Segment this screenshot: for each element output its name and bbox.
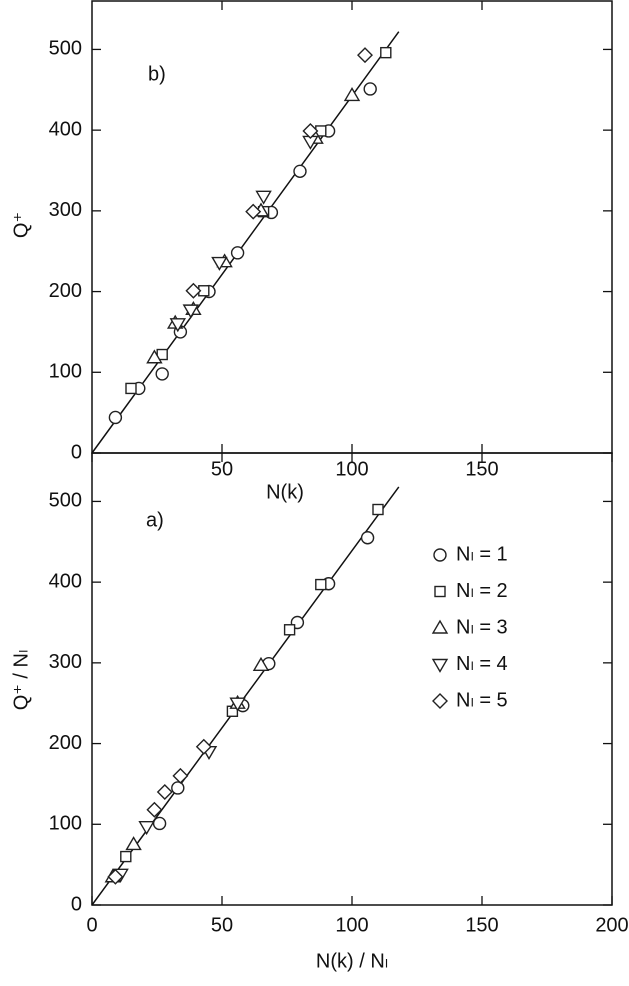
marker-diamond [195,738,212,755]
plot-frame [91,452,613,906]
marker-square [283,624,296,636]
marker-triangle-up [125,836,142,851]
y-axis-label: Q⁺ / Nₗ [10,650,32,711]
marker-triangle-down [138,821,155,836]
y-tick-label: 100 [49,813,82,835]
legend-label: Nₗ = 5 [456,689,508,711]
marker-square [120,850,132,863]
x-tick-label: 200 [595,914,628,936]
marker-triangle-up [252,656,270,671]
marker-diamond [302,122,319,139]
fit-line [91,486,400,906]
marker-square [380,46,392,59]
marker-circle [363,82,377,96]
fit-line [91,31,400,454]
x-axis-label: N(k) / Nₗ [316,950,388,972]
x-tick-label: 50 [211,914,233,936]
legend-label: Nₗ = 2 [456,580,508,602]
marker-circle [108,410,123,425]
marker-triangle-down [431,658,449,673]
marker-circle [155,367,169,381]
panel-label: b) [148,63,166,85]
legend-label: Nₗ = 1 [456,543,508,565]
x-tick-label: 0 [86,914,97,936]
marker-triangle-down [211,256,228,271]
marker-diamond [146,801,163,818]
marker-circle [152,816,167,831]
panel-label: a) [146,509,164,531]
y-tick-label: 300 [49,651,82,673]
y-tick-label: 400 [49,570,82,592]
legend-label: Nₗ = 3 [456,616,508,638]
marker-triangle-up [431,619,449,634]
x-axis-label: N(k) [266,481,304,503]
y-tick-label: 100 [49,361,82,383]
plot-frame [91,0,613,454]
marker-triangle-down [169,318,187,333]
marker-circle [433,548,447,562]
marker-triangle-down [182,304,200,319]
marker-diamond [432,693,448,709]
y-tick-label: 500 [49,38,82,60]
marker-circle [230,246,245,260]
y-tick-label: 0 [71,441,82,463]
marker-diamond [245,203,262,220]
legend-label: Nₗ = 4 [456,653,508,675]
y-tick-label: 0 [71,893,82,915]
marker-circle [360,531,375,545]
marker-circle [293,164,307,179]
marker-triangle-down [255,190,272,205]
y-tick-label: 400 [49,118,82,140]
marker-triangle-up [146,349,163,364]
x-tick-label: 150 [465,458,498,480]
x-tick-label: 100 [335,914,368,936]
marker-triangle-down [229,697,246,712]
marker-circle [171,781,185,795]
marker-diamond [107,868,124,885]
marker-diamond [156,784,173,800]
y-tick-label: 200 [49,280,82,302]
marker-square [315,578,327,591]
x-tick-label: 150 [465,914,498,936]
y-tick-label: 500 [49,490,82,512]
y-axis-label: Q⁺ [10,212,32,238]
marker-diamond [172,767,189,784]
y-tick-label: 200 [49,732,82,754]
marker-square [434,585,446,598]
x-tick-label: 100 [335,458,368,480]
marker-square [125,382,137,395]
marker-triangle-up [343,87,361,102]
y-tick-label: 300 [49,199,82,221]
marker-diamond [357,47,373,64]
marker-square [372,503,384,516]
x-tick-label: 50 [211,458,233,480]
marker-diamond [185,282,202,299]
